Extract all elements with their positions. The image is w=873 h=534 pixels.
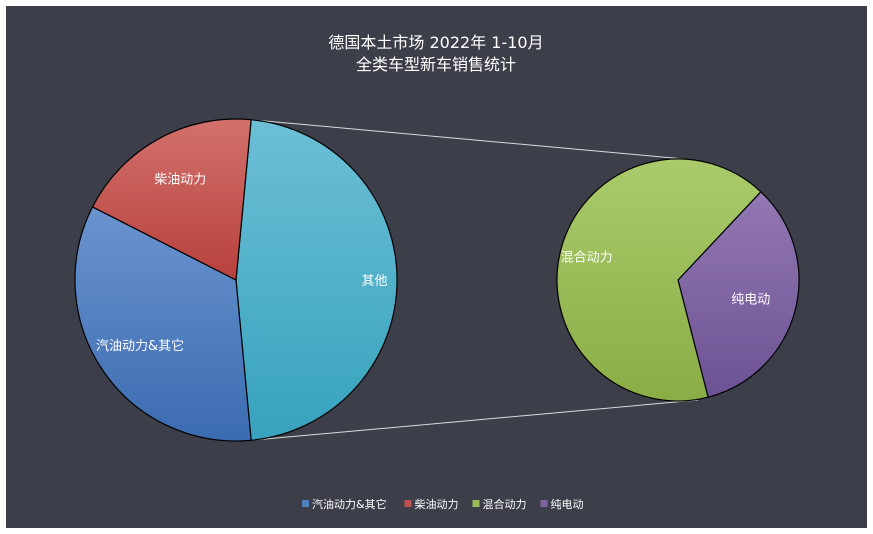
legend-swatch-1	[404, 500, 412, 507]
secondary-pie-slice-1	[677, 190, 800, 398]
secondary-pie-slice-0	[556, 158, 762, 402]
legend-swatch-0	[302, 500, 309, 507]
secondary-pie-label-0: 混合动力	[561, 251, 613, 266]
chart-title-line-2: 全类车型新车销售统计	[356, 55, 516, 74]
connector-line-bottom	[251, 399, 699, 441]
legend-swatch-3	[540, 500, 548, 507]
secondary-pie: 纯电动 混合动力	[556, 158, 800, 402]
main-pie-label-1: 柴油动力	[154, 172, 206, 187]
legend-label-3: 纯电动	[551, 498, 584, 511]
main-pie-slice-1	[91, 118, 252, 281]
chart-title-line-1: 德国本土市场 2022年 1-10月	[328, 33, 543, 52]
legend: 汽油动力&其它 柴油动力 混合动力 纯电动	[302, 497, 584, 511]
legend-label-1: 柴油动力	[415, 497, 459, 511]
secondary-pie-label-1: 纯电动	[731, 293, 770, 308]
pie-of-pie-chart: 德国本土市场 2022年 1-10月 全类车型新车销售统计 其他汽油动力&其它柴…	[74, 33, 800, 511]
connector-lines	[251, 119, 699, 441]
legend-swatch-2	[472, 500, 480, 507]
legend-label-2: 混合动力	[483, 497, 527, 511]
main-pie-slice-2	[235, 119, 398, 441]
main-pie-label-0: 汽油动力&其它	[96, 338, 184, 354]
connector-line-top	[251, 119, 691, 160]
legend-label-0: 汽油动力&其它	[312, 497, 387, 511]
chart-area: 德国本土市场 2022年 1-10月 全类车型新车销售统计 其他 汽油动力&其它柴…	[6, 6, 867, 528]
main-pie-label-2: 其他	[361, 274, 387, 289]
